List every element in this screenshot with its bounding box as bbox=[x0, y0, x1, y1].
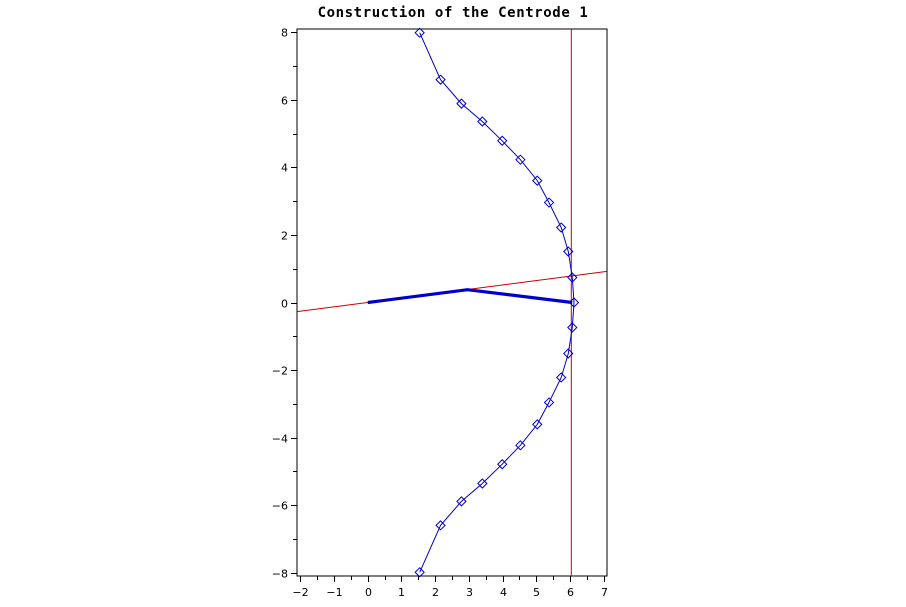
diamond-marker bbox=[456, 98, 467, 109]
y-tick-label: −2 bbox=[272, 365, 288, 378]
x-tick-label: −2 bbox=[292, 586, 308, 599]
diamond-marker bbox=[567, 272, 578, 283]
x-tick-label: 1 bbox=[398, 586, 405, 599]
diamond-marker bbox=[414, 567, 425, 578]
x-tick-label: 6 bbox=[567, 586, 574, 599]
diamond-marker bbox=[563, 348, 574, 359]
diamond-marker bbox=[496, 135, 508, 146]
diamond-marker bbox=[568, 297, 580, 308]
x-tick-label: −1 bbox=[326, 586, 342, 599]
y-tick-label: 6 bbox=[281, 95, 288, 108]
diamond-marker bbox=[567, 322, 578, 333]
chart-title: Construction of the Centrode 1 bbox=[317, 5, 589, 21]
y-tick-label: −4 bbox=[272, 433, 288, 446]
diamond-marker bbox=[414, 27, 425, 38]
x-tick-label: 3 bbox=[466, 586, 473, 599]
diamond-marker bbox=[543, 397, 555, 408]
y-tick-label: −6 bbox=[272, 500, 288, 513]
x-tick-label: 0 bbox=[365, 586, 372, 599]
y-tick-label: 4 bbox=[281, 162, 288, 175]
diamond-marker bbox=[555, 222, 567, 233]
x-tick-label: 7 bbox=[601, 586, 608, 599]
y-axis: −8 −6 −4 −2 0 2 4 6 8 bbox=[272, 27, 297, 581]
diamond-marker bbox=[515, 440, 526, 451]
series-layer bbox=[297, 27, 607, 578]
y-tick-label: 0 bbox=[281, 298, 288, 311]
linkage-line bbox=[367, 288, 573, 305]
diamond-marker bbox=[477, 116, 488, 127]
x-tick-label: 5 bbox=[533, 586, 540, 599]
y-tick-label: 8 bbox=[281, 27, 288, 40]
x-tick-label: 2 bbox=[432, 586, 439, 599]
x-tick-label: 4 bbox=[500, 586, 507, 599]
y-tick-label: −8 bbox=[272, 568, 288, 581]
diamond-marker bbox=[435, 520, 446, 531]
diamond-marker bbox=[532, 419, 543, 430]
diamond-marker bbox=[477, 478, 488, 489]
x-axis: −2 −1 0 1 2 3 4 5 6 7 bbox=[292, 576, 608, 599]
y-tick-label: 2 bbox=[281, 230, 288, 243]
centrode-line bbox=[419, 32, 575, 573]
diamond-marker bbox=[532, 175, 543, 186]
diamond-marker bbox=[515, 154, 526, 165]
diamond-marker bbox=[555, 372, 567, 383]
diamond-marker bbox=[563, 246, 574, 257]
diamond-marker bbox=[435, 74, 446, 85]
diamond-marker bbox=[496, 459, 508, 470]
diamond-marker bbox=[456, 496, 467, 507]
diamond-marker bbox=[543, 197, 555, 208]
